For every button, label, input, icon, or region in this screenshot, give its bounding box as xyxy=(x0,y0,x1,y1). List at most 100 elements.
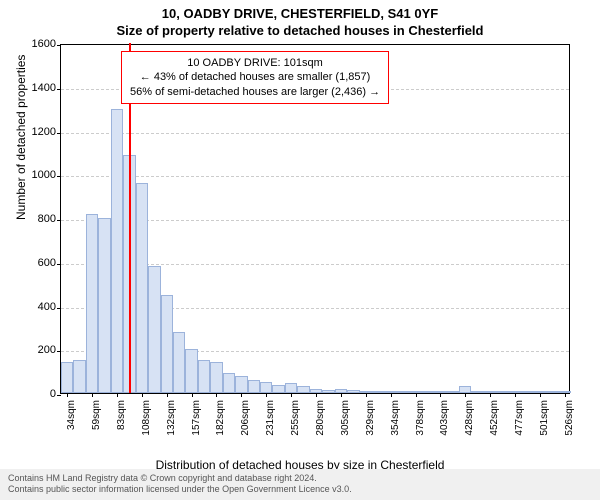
x-tick xyxy=(540,393,541,397)
x-tick xyxy=(216,393,217,397)
chart-title-address: 10, OADBY DRIVE, CHESTERFIELD, S41 0YF xyxy=(0,0,600,21)
y-tick xyxy=(57,395,61,396)
x-tick xyxy=(366,393,367,397)
chart-title-description: Size of property relative to detached ho… xyxy=(0,21,600,38)
x-tick-label: 182sqm xyxy=(215,400,226,440)
histogram-bar xyxy=(210,362,222,393)
x-tick xyxy=(316,393,317,397)
gridline xyxy=(61,133,569,134)
x-tick xyxy=(490,393,491,397)
annotation-line2: ← 43% of detached houses are smaller (1,… xyxy=(130,70,380,84)
chart-plot-area: 10 OADBY DRIVE: 101sqm ← 43% of detached… xyxy=(60,44,570,394)
histogram-bar xyxy=(111,109,123,393)
y-tick xyxy=(57,220,61,221)
y-tick xyxy=(57,133,61,134)
histogram-bar xyxy=(185,349,197,393)
x-tick xyxy=(142,393,143,397)
histogram-bar xyxy=(297,386,309,393)
histogram-bar xyxy=(198,360,210,393)
histogram-bar xyxy=(86,214,98,393)
x-tick-label: 34sqm xyxy=(66,400,77,440)
x-tick xyxy=(341,393,342,397)
footer-line2: Contains public sector information licen… xyxy=(8,484,592,496)
y-tick xyxy=(57,308,61,309)
x-tick xyxy=(440,393,441,397)
histogram-bar xyxy=(173,332,185,393)
histogram-bar xyxy=(422,391,434,393)
y-tick xyxy=(57,45,61,46)
y-tick-label: 1000 xyxy=(32,169,56,181)
x-tick-label: 378sqm xyxy=(415,400,426,440)
x-tick-label: 305sqm xyxy=(340,400,351,440)
histogram-bar xyxy=(248,380,260,393)
histogram-bar xyxy=(347,390,359,393)
x-tick-label: 83sqm xyxy=(116,400,127,440)
x-tick-label: 255sqm xyxy=(290,400,301,440)
histogram-bar xyxy=(322,390,334,393)
histogram-bar xyxy=(521,391,533,393)
y-tick-label: 400 xyxy=(38,301,56,313)
x-tick-label: 403sqm xyxy=(439,400,450,440)
histogram-bar xyxy=(397,391,409,393)
y-tick-label: 1200 xyxy=(32,126,56,138)
y-tick xyxy=(57,264,61,265)
histogram-bar xyxy=(73,360,85,393)
histogram-bar xyxy=(98,218,110,393)
histogram-bar xyxy=(136,183,148,393)
y-tick xyxy=(57,176,61,177)
x-tick-label: 231sqm xyxy=(265,400,276,440)
x-tick xyxy=(266,393,267,397)
footer-attribution: Contains HM Land Registry data © Crown c… xyxy=(0,469,600,500)
x-tick-label: 59sqm xyxy=(91,400,102,440)
histogram-bar xyxy=(61,362,73,393)
x-tick xyxy=(465,393,466,397)
x-tick-label: 477sqm xyxy=(514,400,525,440)
histogram-bar xyxy=(148,266,160,393)
histogram-bar xyxy=(235,376,247,394)
y-tick-label: 600 xyxy=(38,257,56,269)
x-tick-label: 206sqm xyxy=(240,400,251,440)
x-tick-label: 132sqm xyxy=(166,400,177,440)
chart-container: 10, OADBY DRIVE, CHESTERFIELD, S41 0YF S… xyxy=(0,0,600,500)
histogram-bar xyxy=(161,295,173,393)
y-tick xyxy=(57,89,61,90)
y-axis-label: Number of detached properties xyxy=(14,55,28,220)
y-tick-label: 0 xyxy=(50,388,56,400)
x-tick xyxy=(92,393,93,397)
x-tick xyxy=(391,393,392,397)
histogram-bar xyxy=(285,383,297,393)
y-tick-label: 800 xyxy=(38,213,56,225)
histogram-bar xyxy=(223,373,235,393)
histogram-bar xyxy=(496,391,508,393)
x-tick-label: 329sqm xyxy=(365,400,376,440)
footer-line1: Contains HM Land Registry data © Crown c… xyxy=(8,473,592,485)
histogram-bar xyxy=(372,391,384,393)
x-tick-label: 280sqm xyxy=(315,400,326,440)
x-tick-label: 157sqm xyxy=(191,400,202,440)
histogram-bar xyxy=(447,391,459,393)
y-tick-label: 1400 xyxy=(32,82,56,94)
x-tick xyxy=(291,393,292,397)
histogram-bar xyxy=(260,382,272,393)
x-tick-label: 428sqm xyxy=(464,400,475,440)
x-tick xyxy=(167,393,168,397)
x-tick xyxy=(67,393,68,397)
annotation-line1: 10 OADBY DRIVE: 101sqm xyxy=(130,56,380,70)
y-tick xyxy=(57,351,61,352)
x-tick xyxy=(416,393,417,397)
histogram-bar xyxy=(471,391,483,393)
y-tick-label: 200 xyxy=(38,344,56,356)
x-tick xyxy=(192,393,193,397)
x-tick xyxy=(117,393,118,397)
x-tick xyxy=(515,393,516,397)
gridline xyxy=(61,176,569,177)
x-tick-label: 501sqm xyxy=(539,400,550,440)
x-tick-label: 526sqm xyxy=(564,400,575,440)
annotation-box: 10 OADBY DRIVE: 101sqm ← 43% of detached… xyxy=(121,51,389,104)
annotation-line3: 56% of semi-detached houses are larger (… xyxy=(130,85,380,99)
y-tick-label: 1600 xyxy=(32,38,56,50)
x-tick xyxy=(565,393,566,397)
x-tick xyxy=(241,393,242,397)
x-tick-label: 354sqm xyxy=(390,400,401,440)
histogram-bar xyxy=(546,391,558,393)
